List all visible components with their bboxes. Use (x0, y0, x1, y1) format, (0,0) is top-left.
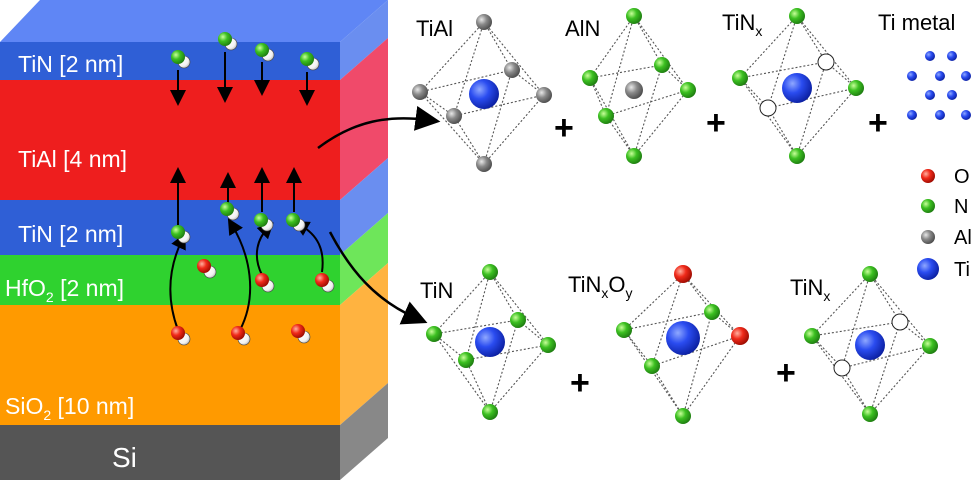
legend-ti-label: Ti (954, 259, 970, 281)
label-hfo2: HfO2 [2 nm] (5, 275, 124, 305)
octahedron-tial-atoms (412, 14, 552, 172)
plus-top-1: + (554, 109, 574, 147)
layer-si-side (340, 383, 388, 480)
layer-sio2-side (340, 263, 388, 425)
octahedron-aln-atoms (582, 8, 696, 164)
layer-tin-top (0, 42, 340, 80)
label-si: Si (112, 442, 137, 473)
layer-tin-bottom-side (340, 158, 388, 255)
octahedron-tinx-top-atoms (732, 8, 864, 164)
octahedron-tial (418, 21, 546, 165)
label-aln-top: AlN (565, 16, 600, 41)
label-ti-metal: Ti metal (878, 10, 955, 35)
label-tin-bottom-row: TiN (420, 278, 453, 303)
legend-ti-icon (917, 258, 939, 280)
layer-sio2 (0, 305, 340, 425)
legend-n-label: N (954, 196, 968, 218)
label-tial: TiAl [4 nm] (18, 146, 127, 172)
ti-metal-atoms (907, 51, 971, 120)
legend-al-icon (921, 230, 935, 244)
plus-bottom-1: + (570, 364, 590, 402)
layer-hfo2-side (340, 213, 388, 305)
label-tinxoy: TiNxOy (568, 272, 633, 301)
label-tin-top: TiN [2 nm] (18, 51, 123, 77)
label-tinx-top: TiNx (722, 10, 762, 39)
label-sio2: SiO2 [10 nm] (5, 393, 134, 423)
octahedron-tinxoy-atoms (616, 265, 749, 424)
legend-o-label: O (954, 166, 970, 188)
label-tial-top: TiAl (416, 16, 453, 41)
legend-o-icon (921, 169, 935, 183)
octahedron-tinxoy (623, 273, 742, 417)
legend: O N Al Ti (917, 166, 972, 281)
layer-tial (0, 80, 340, 200)
layer-tin-top-side (340, 0, 388, 80)
stack-atoms (171, 32, 335, 346)
plus-bottom-2: + (776, 354, 796, 392)
plus-top-2: + (706, 104, 726, 142)
legend-al-label: Al (954, 227, 972, 249)
octahedron-tinx-bottom-atoms (804, 266, 938, 422)
layer-si (0, 425, 340, 480)
octahedron-tin-atoms (426, 264, 556, 420)
label-tin-bottom: TiN [2 nm] (18, 221, 123, 247)
plus-top-3: + (868, 104, 888, 142)
layer-stack (0, 0, 388, 480)
layer-tin-bottom (0, 200, 340, 255)
label-tinx-bottom-row: TiNx (790, 275, 830, 304)
legend-n-icon (921, 199, 935, 213)
layer-top-face (0, 0, 388, 42)
layer-tial-side (340, 38, 388, 200)
octahedron-tinx-top (738, 15, 858, 157)
octahedron-tinx-bottom (810, 273, 932, 415)
